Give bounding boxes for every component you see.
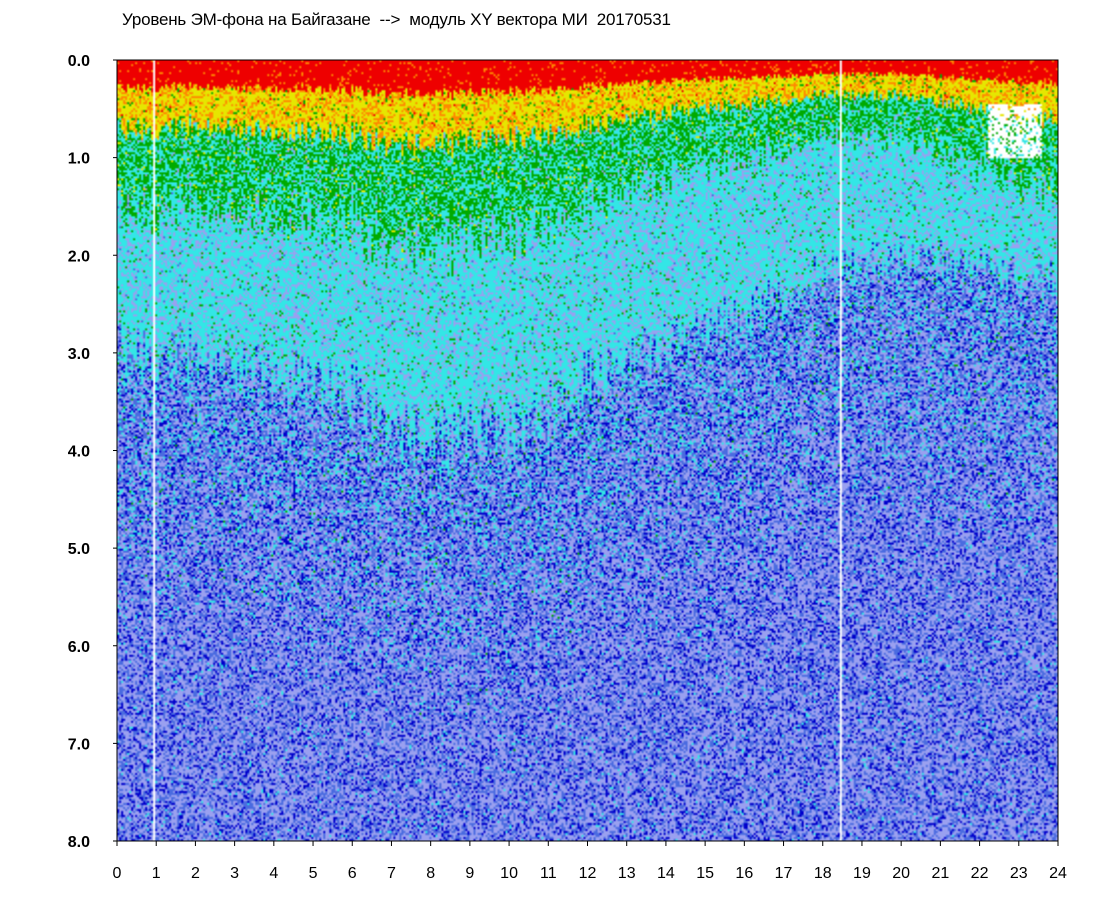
x-tick-label: 9 [465, 865, 474, 882]
x-tick-label: 0 [113, 865, 122, 882]
x-tick-label: 12 [579, 865, 597, 882]
y-tick-label: 2.0 [68, 248, 90, 265]
x-tick-label: 1 [152, 865, 161, 882]
x-axis: 0 1 2 3 4 5 6 7 8 9 10 11 12 13 14 15 16 17 18 19 20 21 22 23 24 [113, 841, 1067, 882]
x-tick-label: 6 [348, 865, 357, 882]
plot-area [116, 59, 1059, 842]
x-tick-label: 19 [853, 865, 871, 882]
x-tick-label: 16 [735, 865, 753, 882]
heatmap-image [117, 60, 1058, 841]
y-tick-label: 7.0 [68, 736, 90, 753]
x-tick-label: 7 [387, 865, 396, 882]
y-tick-label: 0.0 [68, 53, 90, 70]
x-tick-label: 15 [696, 865, 714, 882]
x-tick-label: 14 [657, 865, 675, 882]
x-tick-label: 5 [309, 865, 318, 882]
x-tick-label: 23 [1010, 865, 1028, 882]
x-tick-label: 10 [500, 865, 518, 882]
x-tick-label: 22 [971, 865, 989, 882]
y-tick-label: 3.0 [68, 346, 90, 363]
x-tick-label: 3 [230, 865, 239, 882]
y-tick-label: 4.0 [68, 444, 90, 461]
x-tick-label: 20 [892, 865, 910, 882]
x-tick-label: 4 [269, 865, 278, 882]
x-tick-label: 13 [618, 865, 636, 882]
x-tick-label: 21 [931, 865, 949, 882]
x-tick-label: 17 [775, 865, 793, 882]
x-tick-label: 11 [540, 865, 557, 882]
y-tick-label: 6.0 [68, 639, 90, 656]
y-tick-label: 1.0 [68, 151, 90, 168]
y-tick-label: 8.0 [68, 834, 90, 851]
x-tick-label: 2 [191, 865, 200, 882]
x-tick-label: 8 [426, 865, 435, 882]
y-tick-label: 5.0 [68, 541, 90, 558]
y-axis: 0.0 1.0 2.0 3.0 4.0 5.0 6.0 7.0 8.0 [68, 53, 117, 851]
x-tick-label: 24 [1049, 865, 1067, 882]
chart-title: Уровень ЭМ-фона на Байгазане --> модуль … [122, 10, 671, 29]
x-tick-label: 18 [814, 865, 832, 882]
